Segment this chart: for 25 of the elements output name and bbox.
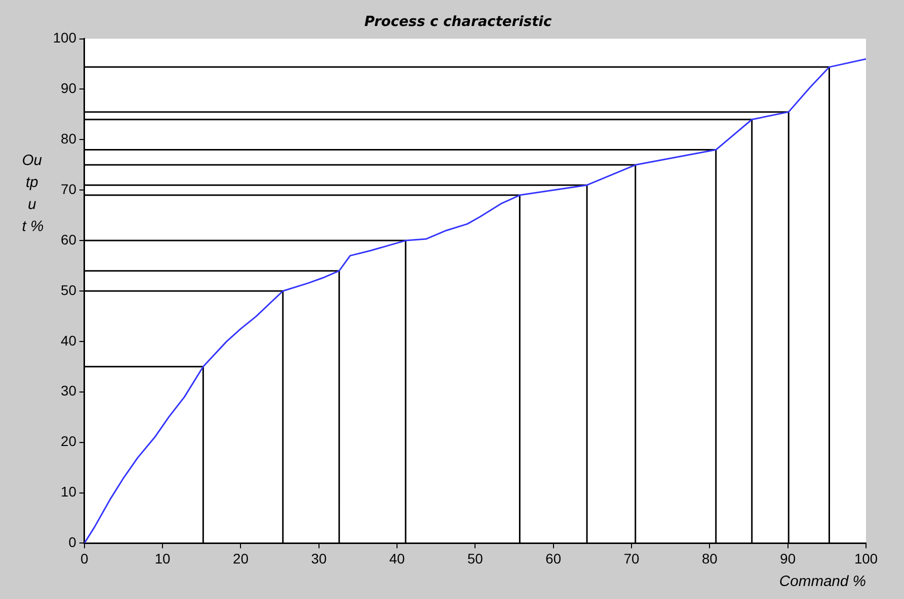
x-tick-label: 90 bbox=[780, 550, 796, 566]
x-tick-label: 10 bbox=[154, 550, 171, 566]
chart-title: Process c characteristic bbox=[364, 14, 552, 30]
y-tick-label: 10 bbox=[60, 484, 77, 500]
x-tick-label: 20 bbox=[232, 550, 249, 566]
y-tick-label: 80 bbox=[60, 130, 77, 147]
x-tick-label: 40 bbox=[389, 550, 406, 566]
x-tick-label: 50 bbox=[467, 550, 484, 566]
y-tick-label: 70 bbox=[60, 180, 77, 197]
y-tick-label: 60 bbox=[60, 231, 77, 248]
y-tick-label: 0 bbox=[68, 534, 77, 550]
x-tick-label: 0 bbox=[80, 550, 88, 566]
y-axis-title: Output % bbox=[22, 151, 44, 237]
x-tick-label: 100 bbox=[854, 550, 878, 566]
y-tick-label: 90 bbox=[60, 80, 77, 96]
x-tick-label: 70 bbox=[624, 550, 640, 566]
y-tick-label: 40 bbox=[60, 332, 77, 348]
x-tick-label: 30 bbox=[311, 550, 327, 566]
y-tick-label: 30 bbox=[60, 382, 77, 399]
x-tick-label: 60 bbox=[546, 550, 562, 566]
y-tick-label: 20 bbox=[60, 433, 77, 450]
y-tick-label: 50 bbox=[60, 282, 77, 298]
y-tick-label: 100 bbox=[53, 30, 77, 46]
x-axis-title: Command % bbox=[779, 573, 866, 590]
x-tick-label: 80 bbox=[702, 550, 718, 566]
